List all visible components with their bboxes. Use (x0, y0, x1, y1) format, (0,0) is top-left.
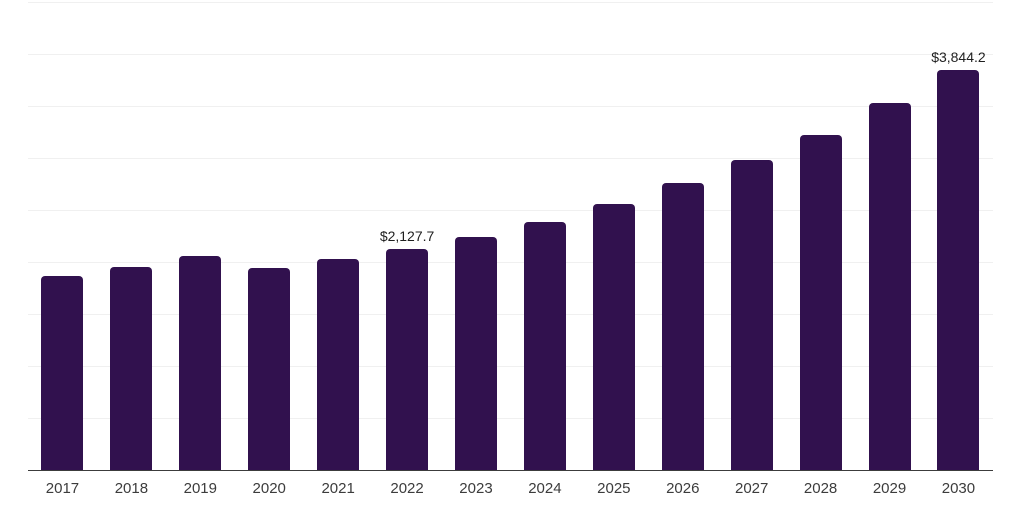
bar-group-2017 (28, 2, 97, 470)
bar-group-2018 (97, 2, 166, 470)
grid-line (28, 54, 993, 55)
x-tick-2024: 2024 (528, 480, 562, 497)
bars-container: $2,127.7 $3,844.2 (28, 2, 993, 470)
grid-line (28, 210, 993, 211)
bar-group-2030: $3,844.2 (924, 2, 993, 470)
x-tick-2018: 2018 (114, 480, 149, 497)
bar-2022 (386, 248, 429, 470)
bar-2025 (592, 204, 635, 470)
bar-group-2023 (442, 2, 511, 470)
x-tick-2030: 2030 (941, 480, 976, 497)
bar-2020 (248, 268, 291, 470)
bar-2023 (454, 236, 497, 470)
x-tick-2023: 2023 (459, 480, 493, 497)
x-tick-2017: 2017 (45, 480, 80, 497)
x-tick-2019: 2019 (183, 480, 217, 497)
bar-2027 (730, 160, 773, 470)
x-tick-2020: 2020 (252, 480, 286, 497)
bar-2018 (110, 266, 153, 470)
x-tick-2021: 2021 (321, 480, 355, 497)
bar-group-2025 (579, 2, 648, 470)
data-label-2030: $3,844.2 (931, 49, 986, 66)
grid-line (28, 366, 993, 367)
bar-2029 (868, 103, 911, 470)
bar-group-2021 (304, 2, 373, 470)
bar-2021 (317, 258, 360, 470)
bar-2017 (41, 275, 84, 470)
bar-2028 (799, 134, 842, 470)
grid-line (28, 2, 993, 3)
x-tick-2022: 2022 (390, 480, 424, 497)
grid-line (28, 418, 993, 419)
grid-line (28, 106, 993, 107)
grid-line (28, 313, 993, 315)
bar-2030 (937, 70, 980, 470)
bar-group-2020 (235, 2, 304, 470)
x-tick-2025: 2025 (597, 480, 631, 497)
bar-2024 (523, 221, 566, 470)
gridlines (28, 2, 993, 470)
bar-2019 (179, 255, 222, 470)
grid-line (28, 157, 993, 159)
bar-group-2028 (786, 2, 855, 470)
bar-group-2019 (166, 2, 235, 470)
plot-area: $2,127.7 $3,844.2 (28, 2, 993, 471)
bar-2026 (661, 182, 704, 470)
x-tick-2028: 2028 (803, 480, 838, 497)
bar-group-2026 (648, 2, 717, 470)
bar-group-2029 (855, 2, 924, 470)
bar-group-2024 (510, 2, 579, 470)
x-tick-2027: 2027 (734, 480, 769, 497)
x-tick-2029: 2029 (872, 480, 907, 497)
bar-group-2022: $2,127.7 (373, 2, 442, 470)
data-label-2022: $2,127.7 (379, 227, 435, 244)
grid-line (28, 262, 993, 263)
x-tick-2026: 2026 (666, 480, 700, 497)
x-axis: 2017 2018 2019 2020 2021 2022 2023 2024 2025 2026… (28, 479, 993, 498)
bar-group-2027 (717, 2, 786, 470)
